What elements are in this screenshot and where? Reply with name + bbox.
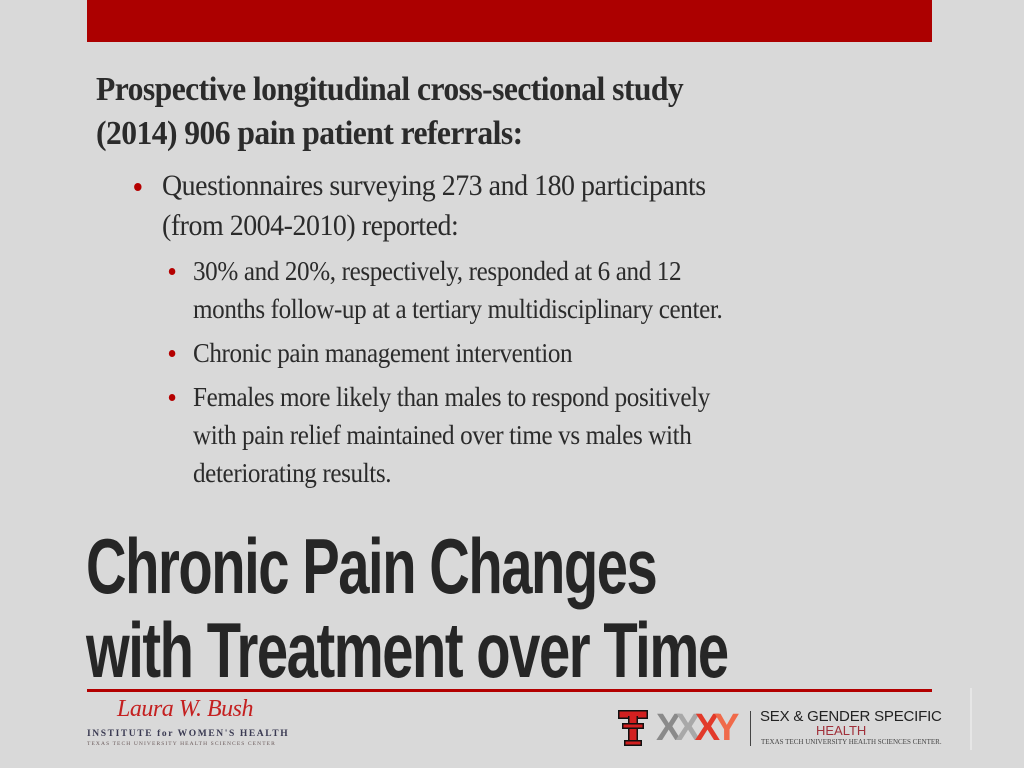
lead-line: Prospective longitudinal cross-sectional…: [96, 71, 684, 108]
laura-w-bush-institute-logo: Laura W. Bush INSTITUTE for WOMEN'S HEAL…: [87, 696, 317, 750]
bullet-item-response-rates: 30% and 20%, respectively, responded at …: [168, 252, 900, 328]
bullet-text: Questionnaires surveying 273 and 180 par…: [162, 169, 706, 202]
top-accent-bar: [87, 0, 932, 42]
bullet-dot-icon: [168, 394, 176, 401]
faint-vertical-divider: [970, 688, 972, 750]
logo-subtitle-text: TEXAS TECH UNIVERSITY HEALTH SCIENCES CE…: [761, 738, 942, 746]
mark-letter: X: [675, 707, 700, 749]
logo-separator: [750, 711, 751, 746]
sex-gender-specific-health-logo: XXXY SEX & GENDER SPECIFIC HEALTH TEXAS …: [616, 707, 942, 752]
bullet-text: Chronic pain management intervention: [193, 338, 573, 368]
xxy-mark: XXXY: [656, 707, 740, 749]
lead-line: (2014) 906 pain patient referrals:: [96, 115, 523, 152]
logo-institute-text: INSTITUTE for WOMEN'S HEALTH: [87, 729, 290, 739]
bullet-text: (from 2004-2010) reported:: [162, 209, 459, 242]
bullet-text: Females more likely than males to respon…: [193, 382, 710, 412]
bullet-item-questionnaires: Questionnaires surveying 273 and 180 par…: [134, 166, 887, 246]
bullet-text: deteriorating results.: [193, 458, 392, 488]
slide-body: Prospective longitudinal cross-sectional…: [96, 68, 916, 492]
bullet-dot-icon: [168, 268, 176, 275]
bullet-item-sex-differences: Females more likely than males to respon…: [168, 378, 900, 492]
lead-heading: Prospective longitudinal cross-sectional…: [96, 68, 924, 156]
mark-letter: X: [694, 707, 720, 749]
logo-script-text: Laura W. Bush: [117, 696, 253, 722]
logo-health-text: HEALTH: [816, 723, 867, 738]
bullet-dot-icon: [168, 350, 176, 357]
bullet-item-intervention: Chronic pain management intervention: [168, 334, 900, 372]
mark-letter: Y: [714, 707, 739, 749]
title-line: Chronic Pain Changes: [86, 522, 658, 610]
bullet-text: 30% and 20%, respectively, responded at …: [193, 256, 682, 286]
bullet-text: with pain relief maintained over time vs…: [193, 420, 692, 450]
bullet-text: months follow-up at a tertiary multidisc…: [193, 294, 723, 324]
mark-letter: X: [656, 707, 681, 749]
logo-subtitle-text: TEXAS TECH UNIVERSITY HEALTH SCIENCES CE…: [87, 741, 276, 747]
bullet-dot-icon: [134, 183, 142, 191]
slide-title: Chronic Pain Changes with Treatment over…: [86, 524, 1022, 692]
logo-title-text: SEX & GENDER SPECIFIC: [760, 708, 942, 725]
title-line: with Treatment over Time: [86, 606, 729, 694]
double-t-icon: [618, 710, 648, 746]
title-underline-divider: [87, 689, 932, 692]
